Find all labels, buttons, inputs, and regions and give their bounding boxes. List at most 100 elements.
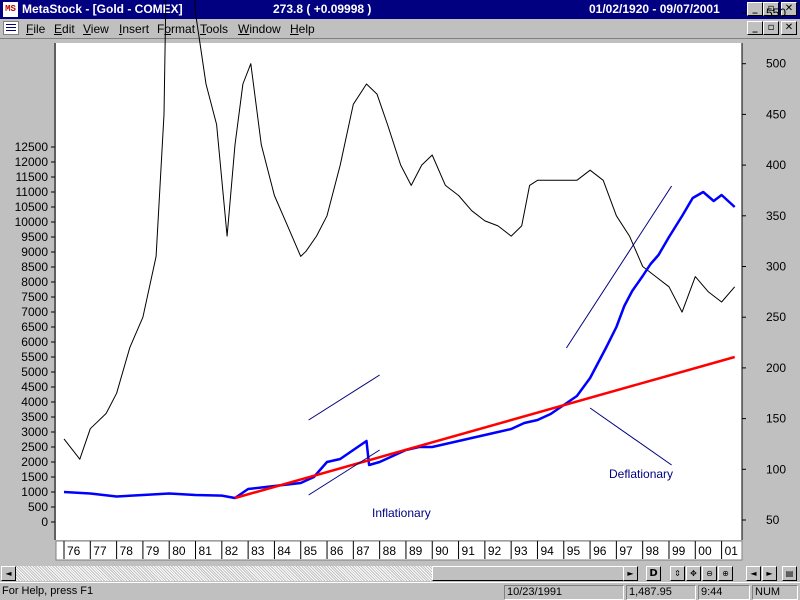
left-tick-label: 10000 xyxy=(15,215,49,229)
left-tick-label: 11500 xyxy=(16,170,49,184)
right-tick-label: 400 xyxy=(766,158,786,172)
right-tick-label: 550 xyxy=(766,6,786,20)
left-tick-label: 0 xyxy=(41,515,48,529)
grid-icon[interactable]: ▤ xyxy=(782,566,797,581)
restore-button[interactable]: ▫ xyxy=(763,2,779,16)
left-tick-label: 5500 xyxy=(21,350,48,364)
zoom-out-icon[interactable]: ⊖ xyxy=(702,566,717,581)
left-tick-label: 9000 xyxy=(21,245,48,259)
left-tick-label: 12000 xyxy=(15,155,49,169)
status-bar: For Help, press F1 10/23/1991 1,487.95 9… xyxy=(0,582,800,600)
metastock-app-icon[interactable]: MS xyxy=(3,2,18,17)
trend-line xyxy=(234,355,736,500)
status-help-text: For Help, press F1 xyxy=(2,585,94,597)
date-tick-label: 80 xyxy=(172,544,186,558)
scroll-thumb[interactable] xyxy=(432,566,638,581)
date-tick-label: 97 xyxy=(619,544,633,558)
date-tick-label: 77 xyxy=(93,544,107,558)
vertical-scale-icon[interactable]: ⇕ xyxy=(670,566,685,581)
price-readout: 273.8 ( +0.09998 ) xyxy=(273,2,372,16)
left-axis: 0500100015002000250030003500400045005000… xyxy=(15,43,56,540)
next-chart-button[interactable]: ► xyxy=(762,566,777,581)
plot-area[interactable] xyxy=(56,43,742,540)
doc-minimize-button[interactable]: _ xyxy=(747,21,763,35)
date-tick-label: 85 xyxy=(304,544,318,558)
left-tick-label: 6500 xyxy=(21,320,48,334)
date-tick-label: 83 xyxy=(251,544,265,558)
left-tick-label: 500 xyxy=(28,500,48,514)
menu-file[interactable]: File xyxy=(26,22,46,36)
d-button[interactable]: D xyxy=(646,566,661,581)
doc-restore-button[interactable]: ▫ xyxy=(763,21,779,35)
gold-price-line xyxy=(63,0,736,460)
prev-chart-button[interactable]: ◄ xyxy=(746,566,761,581)
date-tick-label: 95 xyxy=(567,544,581,558)
date-tick-label: 78 xyxy=(120,544,134,558)
date-tick-label: 82 xyxy=(225,544,239,558)
left-tick-label: 8500 xyxy=(21,260,48,274)
right-tick-label: 350 xyxy=(766,209,786,223)
menu-insert[interactable]: Insert xyxy=(119,22,150,36)
left-tick-label: 1000 xyxy=(21,485,48,499)
right-tick-label: 50 xyxy=(766,513,780,527)
date-range-readout: 01/02/1920 - 09/07/2001 xyxy=(589,2,720,16)
title-bar: MS MetaStock - [Gold - COMEX] 273.8 ( +0… xyxy=(0,0,800,19)
annotation-line xyxy=(308,449,380,496)
left-tick-label: 10500 xyxy=(15,200,49,214)
annotation-line xyxy=(308,374,380,421)
menu-bar: File Edit View Insert Format Tools Windo… xyxy=(0,19,800,38)
left-tick-label: 5000 xyxy=(21,365,48,379)
zoom-in-icon[interactable]: ⊕ xyxy=(718,566,733,581)
menu-tools[interactable]: Tools xyxy=(200,22,229,36)
left-tick-label: 7500 xyxy=(21,290,48,304)
gold-chart: 0500100015002000250030003500400045005000… xyxy=(15,0,786,561)
right-tick-label: 100 xyxy=(766,462,786,476)
date-tick-label: 86 xyxy=(330,544,344,558)
scroll-left-button[interactable]: ◄ xyxy=(1,566,16,581)
status-date: 10/23/1991 xyxy=(504,585,624,600)
close-button[interactable]: ✕ xyxy=(781,2,797,16)
status-num: NUM xyxy=(752,585,798,600)
left-tick-label: 12500 xyxy=(15,140,49,154)
right-tick-label: 450 xyxy=(766,107,786,121)
menu-format[interactable]: Format xyxy=(157,22,196,36)
date-axis: 76 77 78 79 80 81 82 83 84 85 86 87 88 89 90 91 92 93 94 95… xyxy=(55,540,743,561)
menu-view[interactable]: View xyxy=(83,22,109,36)
move-icon[interactable]: ✥ xyxy=(686,566,701,581)
date-tick-label: 91 xyxy=(462,544,476,558)
right-tick-label: 250 xyxy=(766,310,786,324)
date-tick-label: 89 xyxy=(409,544,423,558)
date-tick-label: 88 xyxy=(383,544,397,558)
left-tick-label: 3000 xyxy=(21,425,48,439)
date-tick-label: 93 xyxy=(514,544,528,558)
menu-edit[interactable]: Edit xyxy=(54,22,75,36)
date-tick-label: 01 xyxy=(725,544,739,558)
left-tick-label: 8000 xyxy=(21,275,48,289)
scroll-right-button[interactable]: ► xyxy=(623,566,638,581)
date-tick-label: 99 xyxy=(672,544,686,558)
status-value: 1,487.95 xyxy=(626,585,696,600)
annotation-line xyxy=(565,185,673,349)
right-tick-label: 300 xyxy=(766,260,786,274)
window-title: MetaStock - [Gold - COMEX] xyxy=(22,2,183,16)
deflationary-label: Deflationary xyxy=(609,467,673,481)
menu-help[interactable]: Help xyxy=(290,22,315,36)
date-tick-label: 92 xyxy=(488,544,502,558)
left-tick-label: 6000 xyxy=(21,335,48,349)
inflationary-label: Inflationary xyxy=(372,506,431,520)
left-tick-label: 3500 xyxy=(21,410,48,424)
date-tick-label: 87 xyxy=(356,544,370,558)
document-chart-icon[interactable] xyxy=(3,21,19,35)
date-axis-strip xyxy=(55,540,743,561)
left-tick-label: 2500 xyxy=(21,440,48,454)
right-tick-label: 150 xyxy=(766,412,786,426)
minimize-button[interactable]: _ xyxy=(747,2,763,16)
menu-window[interactable]: Window xyxy=(238,22,281,36)
annotation-group: Inflationary Deflationary xyxy=(308,185,673,520)
date-tick-label: 96 xyxy=(593,544,607,558)
scroll-track[interactable] xyxy=(16,566,638,581)
series-group xyxy=(63,0,736,500)
left-tick-label: 2000 xyxy=(21,455,48,469)
doc-close-button[interactable]: ✕ xyxy=(781,21,797,35)
right-tick-label: 500 xyxy=(766,57,786,71)
